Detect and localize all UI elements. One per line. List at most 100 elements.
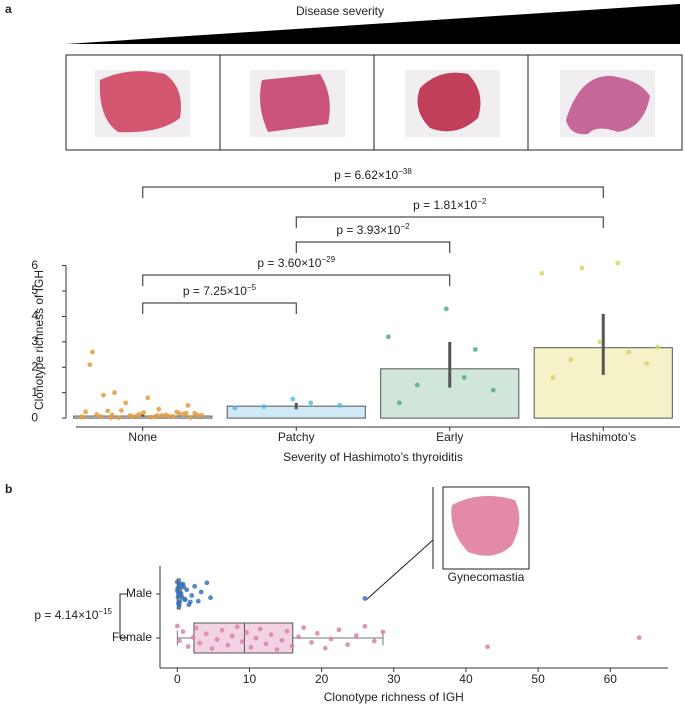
data-point — [176, 603, 182, 608]
x-tick-label: Hashimoto’s — [570, 430, 636, 444]
y-tick-label: 0 — [31, 410, 38, 424]
data-point — [188, 414, 193, 420]
data-point — [193, 625, 199, 631]
data-point — [345, 642, 351, 648]
inset-label: Gynecomastia — [448, 570, 525, 584]
data-point — [105, 408, 111, 414]
comparison-bracket — [142, 186, 604, 198]
comparison-bracket — [119, 593, 128, 639]
p-value: p = 3.60×10−29 — [257, 255, 335, 271]
data-point — [187, 599, 193, 605]
data-point — [328, 636, 334, 642]
data-point — [261, 404, 267, 410]
p-value-text: p = 7.25×10 — [183, 284, 247, 298]
data-point — [234, 624, 240, 630]
data-point — [116, 415, 122, 420]
data-point — [177, 638, 182, 644]
inset-pointer — [365, 539, 434, 601]
data-point — [219, 627, 225, 633]
data-point — [597, 339, 603, 345]
data-point — [636, 635, 642, 641]
data-point — [87, 362, 93, 368]
p-value-text: p = 6.62×10 — [334, 168, 398, 182]
data-point — [615, 260, 621, 266]
panel-label: a — [5, 2, 12, 16]
data-point — [248, 644, 254, 650]
tissue — [451, 496, 520, 556]
data-point — [182, 597, 188, 603]
data-point — [179, 593, 185, 599]
data-point — [152, 414, 158, 420]
x-axis-label: Severity of Hashimoto’s thyroiditis — [283, 450, 463, 464]
data-point — [145, 395, 151, 401]
data-point — [229, 633, 235, 639]
severity-wedge — [66, 4, 680, 44]
p-value-exponent: −2 — [400, 222, 410, 231]
tissue — [566, 75, 650, 135]
data-point — [198, 589, 204, 595]
p-value-exponent: −15 — [98, 607, 112, 616]
data-point — [141, 410, 146, 415]
data-point — [134, 413, 140, 419]
data-point — [568, 357, 574, 363]
data-point — [232, 405, 238, 411]
y-tick-label: 3 — [31, 334, 38, 348]
data-point — [644, 361, 650, 366]
comparison-bracket — [142, 302, 297, 314]
p-value: p = 1.81×10−2 — [413, 197, 487, 213]
data-point — [175, 590, 181, 596]
p-value-text: p = 4.14×10 — [34, 608, 98, 622]
y-tick-label: 4 — [31, 309, 38, 323]
data-point — [472, 347, 478, 352]
y-tick-label: 2 — [31, 359, 38, 373]
data-point — [289, 643, 295, 649]
data-point — [180, 629, 186, 635]
data-point — [263, 641, 269, 647]
comparison-bracket — [295, 241, 451, 253]
data-point — [290, 396, 296, 402]
data-point — [119, 408, 124, 413]
data-point — [539, 270, 545, 276]
data-point — [296, 634, 301, 640]
data-point — [174, 623, 180, 629]
p-value-exponent: −5 — [247, 283, 257, 292]
data-point — [314, 630, 320, 636]
tissue — [417, 72, 481, 132]
data-point — [112, 390, 117, 396]
data-point — [371, 638, 377, 644]
severity-title: Disease severity — [296, 4, 384, 18]
data-point — [336, 627, 342, 633]
data-point — [353, 633, 359, 638]
data-point — [127, 413, 133, 418]
data-point — [309, 640, 314, 645]
data-point — [257, 626, 263, 632]
data-point — [322, 645, 328, 651]
p-value-text: p = 1.81×10 — [413, 198, 477, 212]
data-point — [626, 349, 632, 355]
data-point — [308, 400, 314, 406]
data-point — [579, 265, 585, 271]
data-point — [397, 400, 402, 406]
data-point — [655, 344, 661, 350]
data-point — [337, 402, 343, 408]
comparison-bracket — [295, 216, 604, 228]
x-tick-label: 60 — [604, 672, 618, 686]
y-tick-label: 1 — [31, 385, 38, 399]
tissue — [99, 71, 181, 133]
x-tick-label: Early — [436, 430, 463, 444]
data-point — [362, 596, 368, 601]
data-point — [185, 644, 191, 649]
data-point — [199, 412, 204, 418]
data-point — [80, 414, 86, 420]
data-point — [109, 412, 115, 418]
comparison-bracket — [142, 274, 451, 286]
data-point — [284, 628, 290, 634]
data-point — [443, 306, 449, 312]
inset — [365, 486, 530, 601]
data-point — [214, 637, 220, 642]
data-point — [123, 400, 129, 406]
data-point — [195, 598, 201, 604]
data-point — [301, 625, 306, 631]
data-point — [204, 580, 210, 586]
data-point — [181, 411, 187, 417]
